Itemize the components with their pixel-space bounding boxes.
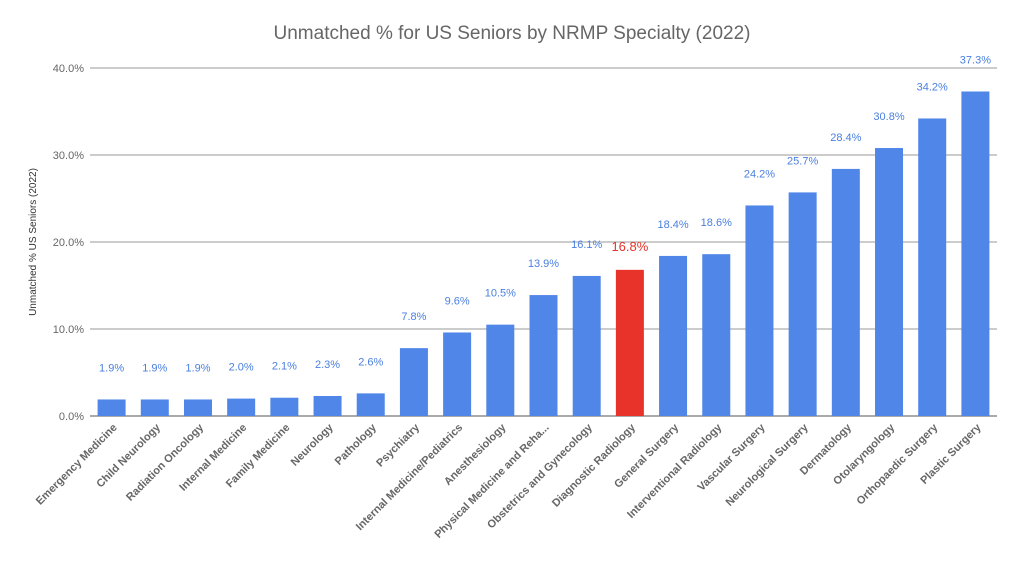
x-tick-label: Neurology <box>289 421 337 469</box>
data-label: 30.8% <box>873 111 904 123</box>
data-label: 2.1% <box>272 361 297 373</box>
data-label: 16.8% <box>611 239 648 254</box>
x-tick-label: Emergency Medicine <box>34 422 120 508</box>
bar <box>918 118 947 417</box>
data-label: 2.3% <box>315 359 340 371</box>
data-label: 7.8% <box>401 311 426 323</box>
data-label: 13.9% <box>528 258 559 270</box>
bar <box>788 192 817 416</box>
data-label: 16.1% <box>571 239 602 251</box>
x-tick-label: Neurological Surgery <box>724 421 812 509</box>
y-tick-label: 10.0% <box>53 324 84 336</box>
bar <box>140 399 169 416</box>
y-tick-label: 0.0% <box>59 411 84 423</box>
bar <box>356 393 385 416</box>
data-label: 1.9% <box>142 362 167 374</box>
bar <box>961 91 990 417</box>
bar <box>443 332 472 416</box>
x-tick-label: Diagnostic Radiology <box>550 421 639 510</box>
data-label: 24.2% <box>744 168 775 180</box>
data-label: 2.0% <box>229 362 254 374</box>
data-label: 25.7% <box>787 155 818 167</box>
bar <box>97 399 126 416</box>
chart-title: Unmatched % for US Seniors by NRMP Speci… <box>274 23 751 44</box>
data-label: 18.6% <box>701 217 732 229</box>
y-tick-label: 20.0% <box>53 237 84 249</box>
y-tick-label: 30.0% <box>53 150 84 162</box>
bar <box>270 397 299 416</box>
data-label: 10.5% <box>485 288 516 300</box>
bar <box>875 148 904 417</box>
y-tick-label: 40.0% <box>53 63 84 75</box>
data-label: 37.3% <box>960 54 991 66</box>
bar <box>615 269 644 416</box>
bar <box>486 324 515 416</box>
bar <box>399 348 428 416</box>
x-tick-label: Orthopaedic Surgery <box>854 421 940 507</box>
data-label: 9.6% <box>445 295 470 307</box>
bar <box>572 275 601 416</box>
bar <box>529 295 558 416</box>
data-label: 2.6% <box>358 356 383 368</box>
bar <box>745 205 774 416</box>
bar <box>227 398 256 416</box>
y-axis-title: Unmatched % US Seniors (2022) <box>28 168 39 316</box>
data-label: 1.9% <box>99 362 124 374</box>
data-label: 34.2% <box>917 81 948 93</box>
x-tick-label: Pathology <box>333 421 380 468</box>
bar <box>183 399 212 416</box>
data-label: 1.9% <box>185 362 210 374</box>
bar <box>659 255 688 416</box>
x-tick-label: Radiation Oncology <box>124 421 207 504</box>
bar <box>702 254 731 416</box>
bar <box>313 395 342 416</box>
data-label: 28.4% <box>830 132 861 144</box>
data-label: 18.4% <box>657 219 688 231</box>
bar <box>831 168 860 416</box>
